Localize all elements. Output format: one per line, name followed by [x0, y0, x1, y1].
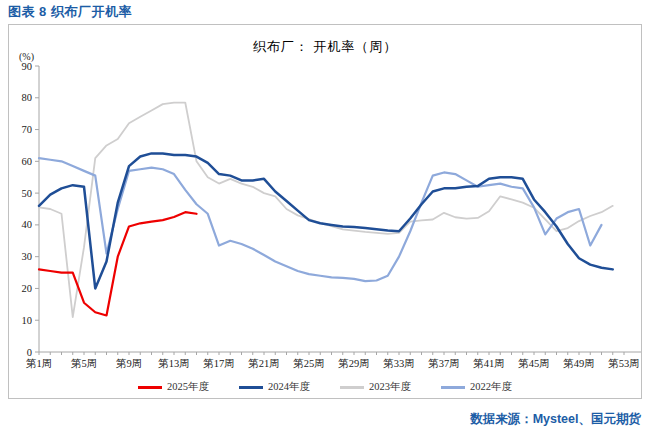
legend-label: 2024年度	[268, 380, 310, 394]
legend-label: 2023年度	[369, 380, 411, 394]
x-tick-label: 第21周	[248, 358, 280, 369]
series-line	[39, 153, 613, 288]
x-tick-label: 第45周	[518, 358, 550, 369]
y-tick-label: 90	[22, 61, 33, 72]
y-tick-label: 10	[22, 315, 33, 326]
line-chart-plot: 0 10 20 30 40 50 60 70 80 90 第1周 第5周 第9周 第13周 第17周 第21周…	[9, 25, 643, 400]
figure-caption: 图表 8 织布厂开机率	[8, 3, 132, 21]
x-tick-label: 第37周	[428, 358, 460, 369]
y-tick-label: 40	[22, 219, 33, 230]
x-tick-label: 第5周	[71, 358, 97, 369]
x-tick-label: 第33周	[383, 358, 415, 369]
legend-label: 2025年度	[167, 380, 209, 394]
y-tick-label: 20	[22, 283, 33, 294]
y-axis: 0 10 20 30 40 50 60 70 80 90	[22, 61, 40, 358]
legend-item: 2022年度	[441, 380, 512, 394]
x-tick-label: 第53周	[608, 358, 640, 369]
y-tick-label: 0	[27, 347, 32, 358]
axes	[39, 66, 641, 352]
y-tick-label: 70	[22, 124, 33, 135]
x-tick-label: 第49周	[563, 358, 595, 369]
legend-item: 2024年度	[239, 380, 310, 394]
chart-legend: 2025年度 2024年度 2023年度 2022年度	[9, 380, 641, 394]
series-lines	[39, 103, 613, 318]
x-tick-label: 第25周	[293, 358, 325, 369]
x-tick-label: 第17周	[203, 358, 235, 369]
y-tick-label: 60	[22, 156, 33, 167]
x-tick-label: 第9周	[116, 358, 142, 369]
page: 图表 8 织布厂开机率 织布厂： 开机率（周） (%) 010203040506…	[0, 0, 652, 437]
legend-line-swatch	[239, 386, 263, 389]
chart-container: 织布厂： 开机率（周） (%) 0102030405060708090第1周第5…	[8, 24, 642, 399]
x-tick-label: 第13周	[158, 358, 190, 369]
data-source-note: 数据来源：Mysteel、国元期货	[470, 411, 641, 428]
series-line	[39, 103, 613, 318]
legend-line-swatch	[138, 386, 162, 389]
legend-item: 2025年度	[138, 380, 209, 394]
legend-line-swatch	[441, 386, 465, 389]
x-tick-label: 第41周	[473, 358, 505, 369]
y-tick-label: 30	[22, 251, 33, 262]
x-tick-label: 第1周	[26, 358, 52, 369]
y-tick-label: 50	[22, 188, 33, 199]
y-tick-label: 80	[22, 92, 33, 103]
x-axis: 第1周 第5周 第9周 第13周 第17周 第21周 第25周 第29周 第33周 第37周 第41…	[26, 352, 640, 369]
legend-item: 2023年度	[340, 380, 411, 394]
series-line	[39, 158, 602, 281]
legend-line-swatch	[340, 386, 364, 389]
legend-label: 2022年度	[470, 380, 512, 394]
x-tick-label: 第29周	[338, 358, 370, 369]
